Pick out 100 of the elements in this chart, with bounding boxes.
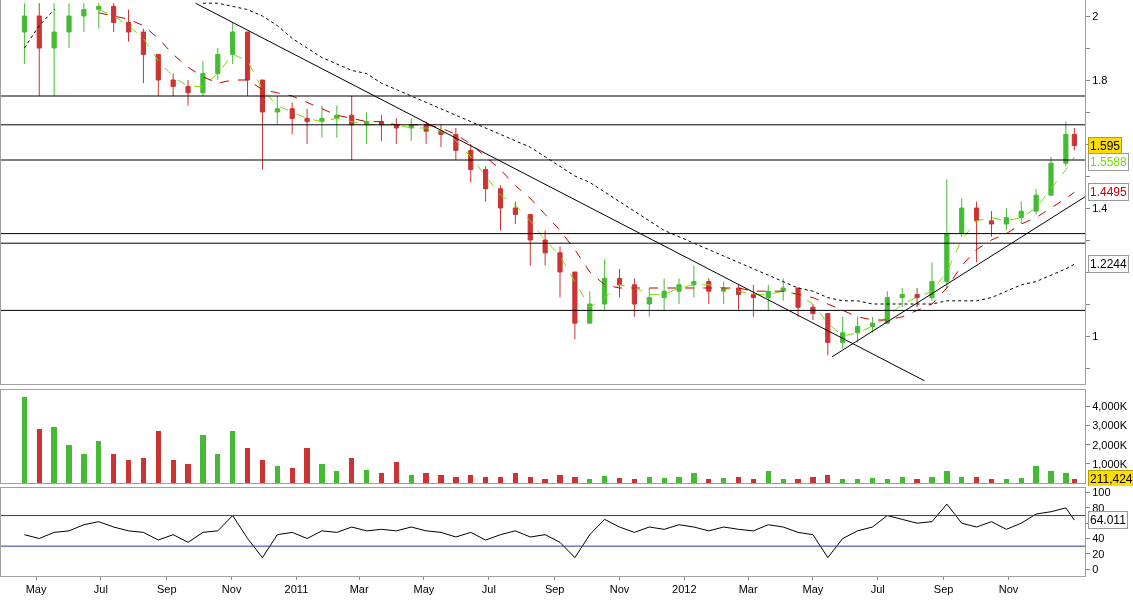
- bar: [616, 478, 623, 483]
- candlestick: [631, 277, 637, 318]
- bar: [185, 463, 191, 483]
- candlestick: [944, 178, 950, 289]
- bar: [914, 479, 920, 483]
- bar: [527, 477, 533, 483]
- bar: [765, 471, 771, 483]
- x-tick-label: Sep: [933, 583, 954, 596]
- candlestick: [854, 316, 861, 343]
- candlestick: [572, 271, 578, 340]
- candlestick: [825, 313, 831, 356]
- y-tick-label: 1.4: [1092, 201, 1108, 214]
- bar: [899, 477, 905, 483]
- bar: [825, 475, 831, 483]
- candlestick: [676, 277, 682, 305]
- bar: [750, 479, 757, 483]
- bar: [125, 459, 132, 483]
- y-tick-label: 2: [1092, 9, 1099, 22]
- candlestick: [155, 53, 161, 97]
- candlestick: [914, 287, 920, 308]
- bar: [468, 475, 474, 483]
- bar: [51, 427, 57, 483]
- bar: [81, 454, 87, 483]
- x-tick-label: Nov: [998, 583, 1019, 596]
- bar: [1018, 478, 1024, 483]
- candlestick: [51, 2, 57, 97]
- candlestick: [616, 268, 623, 299]
- bar: [408, 475, 414, 483]
- x-tick-label: Nov: [609, 583, 630, 596]
- candlestick: [721, 281, 727, 305]
- candlestick: [691, 265, 697, 299]
- bar: [423, 473, 429, 483]
- bar: [973, 477, 980, 483]
- candlestick: [542, 229, 548, 267]
- bar: [959, 477, 965, 483]
- candlestick: [1063, 121, 1069, 167]
- candlestick: [512, 201, 518, 225]
- bar: [795, 479, 801, 483]
- bar: [676, 477, 682, 483]
- y-tick-label: 0: [1092, 562, 1099, 575]
- bar: [840, 479, 846, 483]
- bar: [587, 479, 593, 483]
- candlestick: [780, 277, 786, 302]
- candlestick: [869, 316, 876, 334]
- x-tick-label: Mar: [349, 583, 369, 596]
- candlestick: [66, 2, 72, 49]
- candlestick: [36, 2, 42, 97]
- candlestick: [1033, 188, 1039, 215]
- candlestick: [244, 31, 251, 97]
- annotation: 1.5588: [1090, 155, 1128, 169]
- bar: [869, 478, 876, 483]
- bar: [170, 459, 176, 483]
- bar: [646, 477, 652, 483]
- candlestick: [408, 117, 414, 142]
- candlestick: [21, 2, 27, 65]
- annotation: 64.011: [1090, 513, 1127, 527]
- bar: [780, 479, 786, 483]
- bar: [453, 477, 459, 483]
- bar: [140, 458, 147, 483]
- bar: [304, 448, 310, 483]
- candlestick: [378, 114, 385, 142]
- candlestick: [750, 284, 757, 318]
- candlestick: [899, 287, 905, 308]
- bar: [988, 479, 995, 483]
- bar: [378, 473, 385, 483]
- candlestick: [527, 213, 533, 267]
- bar: [721, 478, 727, 483]
- candlestick: [304, 108, 310, 145]
- candlestick: [795, 287, 801, 318]
- candlestick: [1003, 207, 1009, 231]
- bar: [512, 473, 519, 483]
- candlestick: [81, 2, 87, 33]
- bar: [735, 477, 742, 483]
- candlestick: [140, 28, 146, 84]
- y-tick-label: 40: [1092, 532, 1105, 545]
- candlestick: [364, 111, 370, 145]
- bar: [691, 473, 697, 483]
- annotation: 1.4495: [1090, 185, 1128, 199]
- bar: [884, 479, 890, 483]
- annotation: 211,424: [1090, 472, 1133, 486]
- y-tick-label: 4,000K: [1092, 400, 1128, 413]
- candlestick: [661, 277, 667, 311]
- x-tick-label: May: [413, 583, 435, 596]
- bar: [631, 479, 638, 483]
- candlestick: [230, 21, 236, 65]
- candlestick: [974, 201, 980, 263]
- x-tick-label: May: [802, 583, 824, 596]
- candlestick: [185, 79, 191, 107]
- bar: [542, 479, 548, 483]
- bar: [200, 435, 206, 483]
- x-tick-label: Nov: [221, 583, 242, 596]
- candlestick: [1048, 156, 1054, 196]
- candlestick: [1071, 127, 1077, 151]
- candlestick: [497, 185, 504, 231]
- bar: [601, 476, 608, 483]
- candlestick: [200, 60, 206, 97]
- candlestick: [259, 79, 266, 171]
- candlestick: [765, 284, 771, 311]
- bar: [363, 469, 370, 483]
- line-series: [23, 503, 1075, 559]
